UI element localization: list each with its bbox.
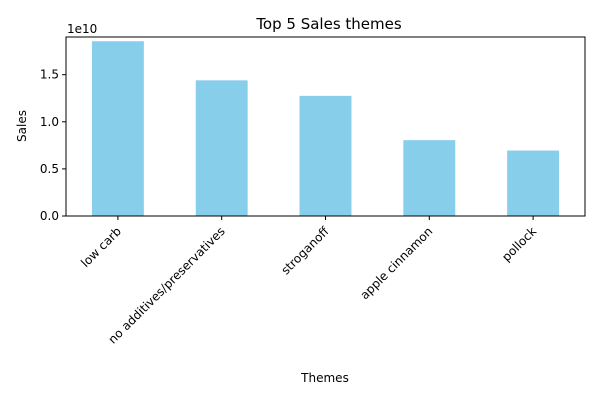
y-tick-label: 1.0	[40, 115, 59, 129]
y-tick-label: 0.5	[40, 162, 59, 176]
y-tick-label: 1.5	[40, 68, 59, 82]
bar-1	[195, 80, 248, 216]
bar-3	[403, 140, 456, 216]
y-axis-offset-label: 1e10	[67, 22, 97, 36]
x-tick-label: stroganoff	[278, 224, 332, 278]
bar-0	[91, 41, 144, 217]
plot-frame	[65, 36, 586, 217]
x-axis-label: Themes	[300, 371, 349, 385]
x-tick-label: pollock	[499, 224, 539, 264]
x-tick-label: low carb	[78, 224, 124, 270]
bar-2	[299, 95, 352, 216]
bar-4	[507, 150, 560, 216]
bars-group	[91, 41, 560, 217]
x-tick-label: no additives/preservatives	[106, 224, 228, 346]
chart-title: Top 5 Sales themes	[255, 15, 402, 33]
y-axis-ticks: 0.0 0.5 1.0 1.5	[40, 68, 66, 223]
y-tick-label: 0.0	[40, 209, 59, 223]
y-axis-label: Sales	[15, 110, 29, 142]
x-tick-label: apple cinnamon	[357, 224, 435, 302]
